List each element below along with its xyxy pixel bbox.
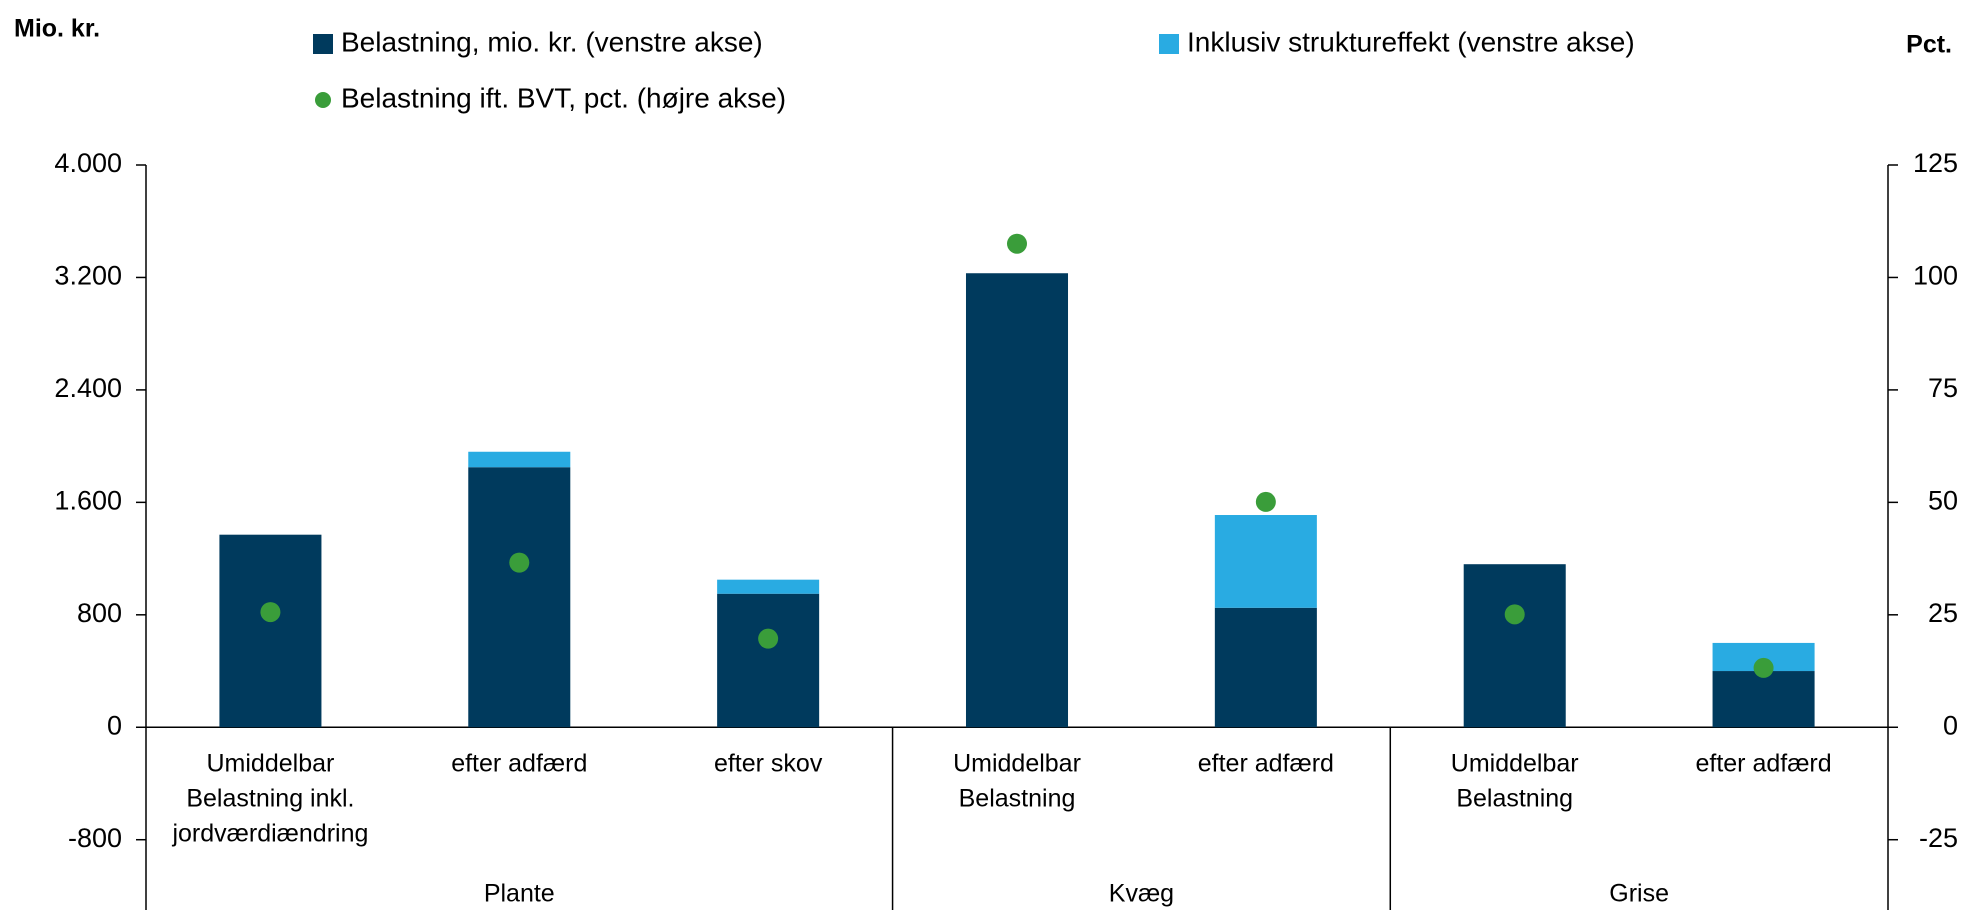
bar <box>1463 564 1566 728</box>
x-tick-label: efter skov <box>714 750 823 778</box>
dot <box>1504 604 1525 625</box>
x-tick-label: Belastning inkl. <box>186 785 354 813</box>
y-axis-label: Mio. kr. <box>14 15 100 43</box>
dot <box>1007 233 1027 254</box>
x-tick-label: Belastning <box>959 785 1076 813</box>
x-tick-label: Belastning <box>1456 785 1573 813</box>
bar <box>1214 607 1317 728</box>
y2-tick-label: 50 <box>1928 485 1958 515</box>
dot <box>1255 491 1276 512</box>
x-tick-label: Umiddelbar <box>1451 750 1579 778</box>
y2-tick-label: 25 <box>1928 598 1958 628</box>
legend-label: Inklusiv struktureffekt (venstre akse) <box>1187 26 1635 57</box>
y2-tick-label: 125 <box>1913 148 1958 178</box>
legend-label: Belastning ift. BVT, pct. (højre akse) <box>341 82 786 113</box>
bar <box>965 273 1069 728</box>
x-tick-label: efter adfærd <box>451 750 587 778</box>
dot <box>260 602 281 623</box>
y-tick-label: -800 <box>68 823 122 853</box>
y2-tick-label: 0 <box>1943 710 1958 740</box>
group-label: Plante <box>484 880 555 908</box>
x-tick-label: efter adfærd <box>1695 750 1831 778</box>
bar <box>717 593 820 728</box>
dot <box>509 552 530 573</box>
legend-label: Belastning, mio. kr. (venstre akse) <box>341 26 763 57</box>
y2-tick-label: 75 <box>1928 373 1958 403</box>
y2-axis-label: Pct. <box>1906 31 1952 59</box>
bar <box>219 534 322 728</box>
group-label: Kvæg <box>1109 880 1174 908</box>
x-tick-label: jordværdiændring <box>171 820 368 848</box>
dot <box>758 628 779 649</box>
legend-swatch <box>315 92 331 108</box>
y2-tick-label: 100 <box>1913 261 1958 291</box>
y-tick-label: 3.200 <box>54 261 122 291</box>
bar <box>717 579 820 594</box>
bar <box>468 451 571 468</box>
y-tick-label: 0 <box>107 710 122 740</box>
y-tick-label: 1.600 <box>54 485 122 515</box>
legend-swatch <box>313 34 333 54</box>
y2-tick-label: -25 <box>1919 823 1958 853</box>
legend-swatch <box>1159 34 1179 54</box>
x-tick-label: Umiddelbar <box>207 750 335 778</box>
y-tick-label: 2.400 <box>54 373 122 403</box>
x-tick-label: Umiddelbar <box>953 750 1081 778</box>
bar <box>468 467 571 728</box>
y-tick-label: 4.000 <box>54 148 122 178</box>
dot <box>1753 657 1774 678</box>
y-tick-label: 800 <box>77 598 122 628</box>
x-tick-label: efter adfærd <box>1198 750 1334 778</box>
group-label: Grise <box>1609 880 1669 908</box>
bar <box>1712 671 1815 728</box>
bar <box>1214 515 1317 608</box>
